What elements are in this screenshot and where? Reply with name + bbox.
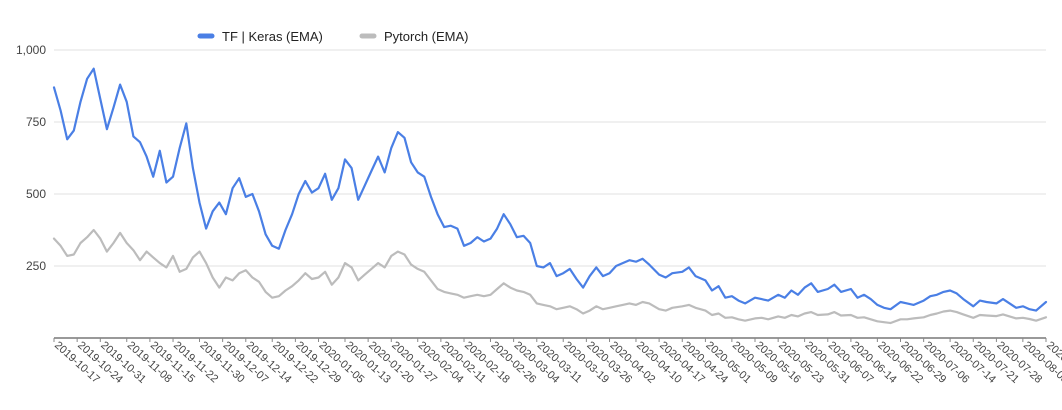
gridlines [54, 49, 1046, 267]
legend-label: TF | Keras (EMA) [222, 29, 323, 44]
x-axis-ticks: 2019-10-172019-10-242019-10-312019-11-08… [52, 338, 1062, 386]
legend-label: Pytorch (EMA) [384, 29, 469, 44]
series-line-0 [52, 67, 1048, 312]
legend-item-1[interactable]: Pytorch (EMA) [359, 29, 469, 44]
y-tick-label: 250 [26, 259, 46, 273]
y-tick-label: 1,000 [16, 43, 46, 57]
series-lines [52, 67, 1048, 325]
series-line-1 [52, 228, 1048, 325]
legend-item-0[interactable]: TF | Keras (EMA) [197, 29, 323, 44]
y-tick-label: 750 [26, 115, 46, 129]
y-axis-ticks: 250 500 750 1,000 [16, 43, 46, 273]
legend[interactable]: TF | Keras (EMA) Pytorch (EMA) [197, 29, 469, 44]
y-tick-label: 500 [26, 187, 46, 201]
